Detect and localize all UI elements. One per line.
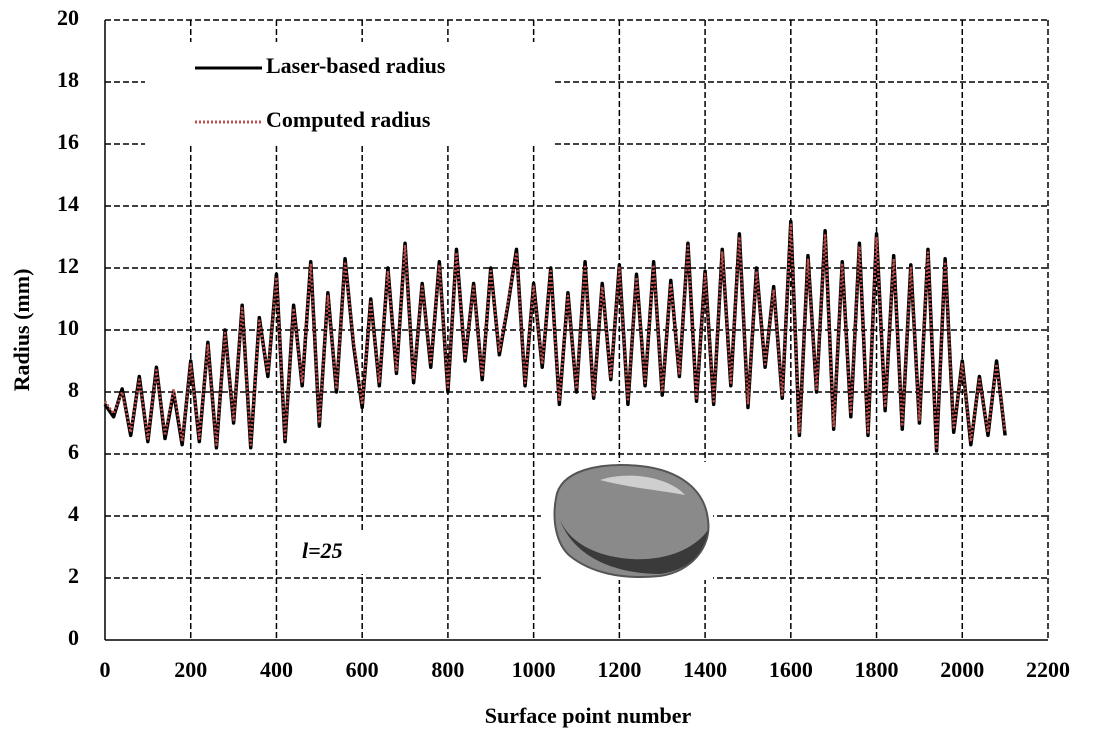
rock-shadow — [560, 520, 708, 574]
x-tick-label: 0 — [100, 657, 111, 682]
rock-highlight — [600, 475, 685, 495]
x-tick-label: 800 — [431, 657, 464, 682]
y-tick-label: 0 — [68, 625, 79, 650]
x-tick-label: 400 — [260, 657, 293, 682]
y-tick-label: 18 — [57, 67, 79, 92]
y-tick-label: 10 — [57, 315, 79, 340]
x-tick-label: 1000 — [512, 657, 556, 682]
y-tick-label: 16 — [57, 129, 79, 154]
y-tick-label: 4 — [68, 501, 79, 526]
y-tick-label: 12 — [57, 253, 79, 278]
x-tick-label: 2000 — [940, 657, 984, 682]
x-tick-label: 600 — [346, 657, 379, 682]
x-tick-label: 200 — [174, 657, 207, 682]
legend-box — [145, 42, 555, 146]
annotation-box — [280, 532, 366, 574]
x-tick-label: 1200 — [597, 657, 641, 682]
legend-label: Laser-based radius — [266, 53, 446, 78]
rock-image — [541, 462, 713, 580]
y-axis-label: Radius (mm) — [9, 269, 34, 392]
y-tick-label: 14 — [57, 191, 79, 216]
y-tick-label: 6 — [68, 439, 79, 464]
x-axis-label: Surface point number — [485, 703, 692, 728]
rock-shape — [553, 464, 710, 578]
annotation: l=25 — [302, 538, 343, 563]
y-tick-label: 20 — [57, 5, 79, 30]
y-tick-label: 2 — [68, 563, 79, 588]
x-tick-label: 1800 — [855, 657, 899, 682]
x-tick-label: 2200 — [1026, 657, 1070, 682]
legend-label: Computed radius — [266, 107, 431, 132]
x-tick-label: 1400 — [683, 657, 727, 682]
series-line — [103, 219, 1007, 453]
y-tick-label: 8 — [68, 377, 79, 402]
x-tick-label: 1600 — [769, 657, 813, 682]
